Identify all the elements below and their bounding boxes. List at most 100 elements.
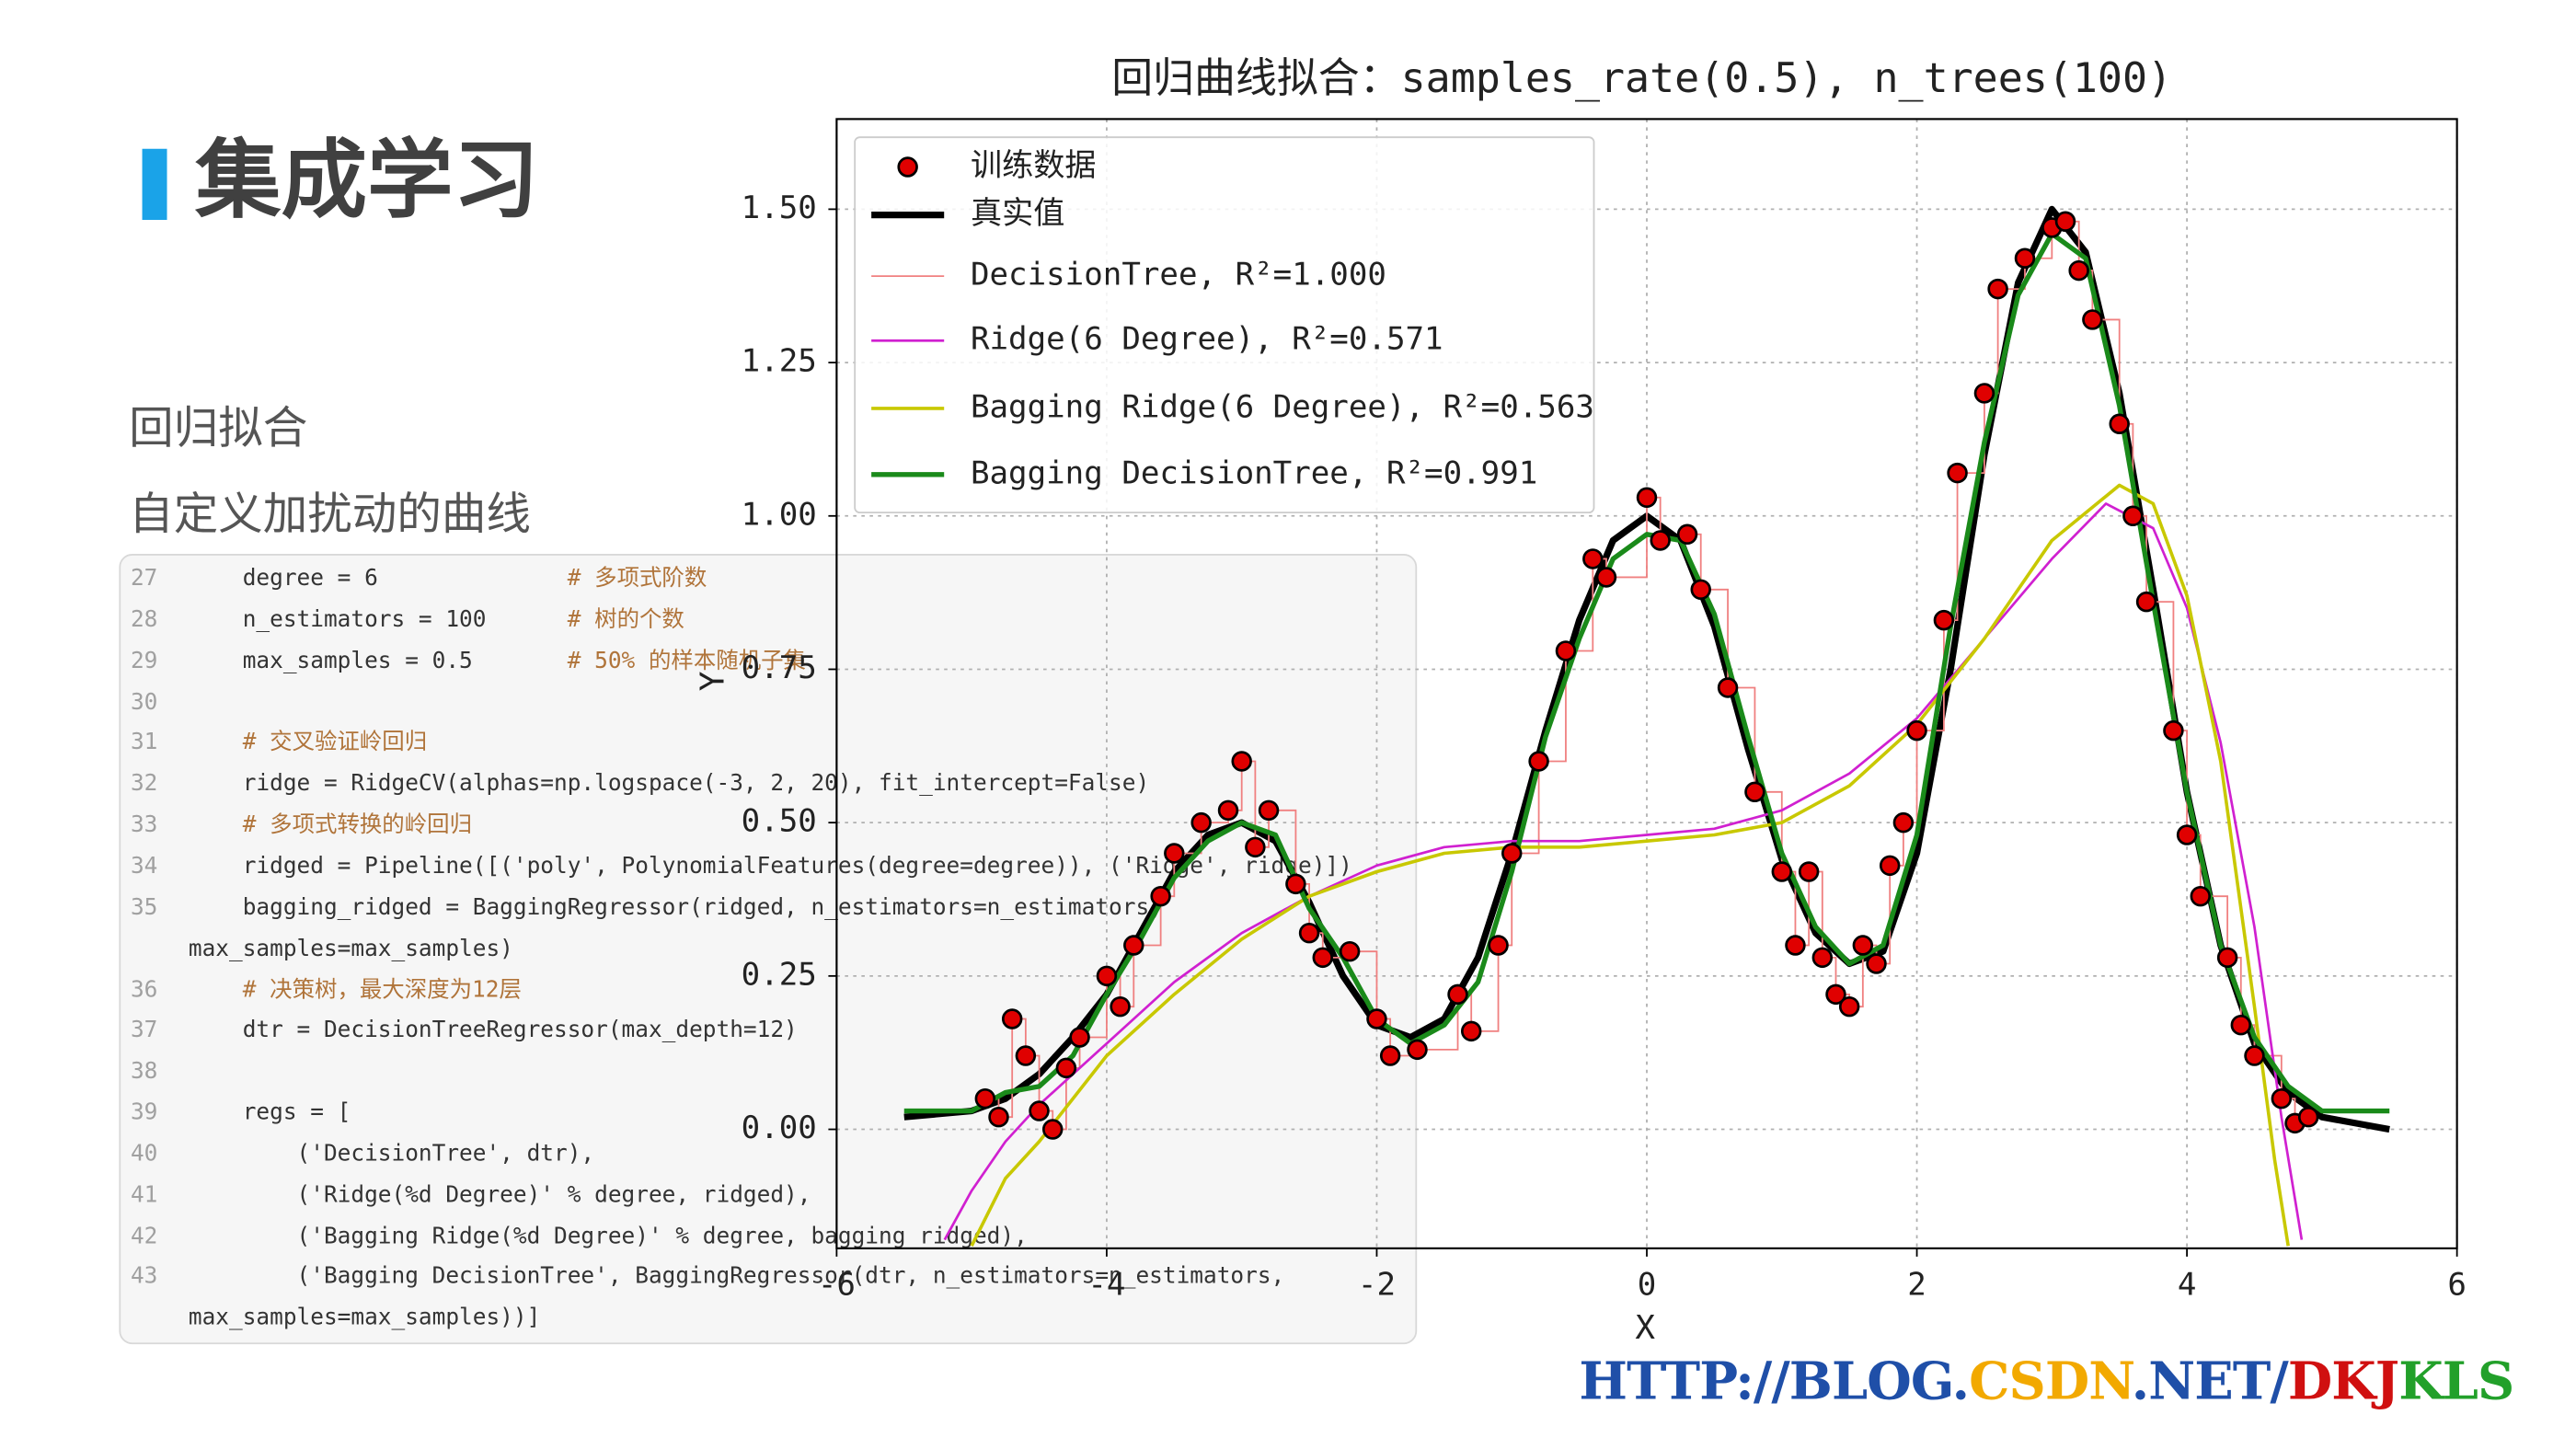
data-point — [1987, 278, 2008, 300]
data-point — [1217, 799, 1239, 822]
data-point — [1528, 751, 1549, 772]
data-point — [1015, 1045, 1037, 1066]
data-point — [1447, 983, 1468, 1006]
line-number: 42 — [130, 1223, 158, 1249]
data-point — [1407, 1039, 1428, 1061]
code-text: # 决策树，最大深度为12层 — [242, 976, 522, 1004]
code-text: ('DecisionTree', dtr), — [188, 1140, 595, 1167]
data-point — [2297, 1106, 2319, 1128]
title-accent — [142, 148, 167, 221]
data-point — [2271, 1087, 2293, 1110]
data-point — [1001, 1008, 1023, 1029]
data-point — [1069, 1027, 1090, 1048]
data-point — [1771, 861, 1793, 882]
y-tick-label: 0.50 — [742, 803, 817, 840]
legend-label: 训练数据 — [971, 147, 1097, 184]
line-number: 43 — [130, 1263, 158, 1291]
data-point — [1838, 995, 1860, 1018]
code-text: dtr = DecisionTreeRegressor(max_depth=12… — [188, 1017, 798, 1044]
watermark-part: KLS — [2398, 1352, 2514, 1412]
line-number: 29 — [130, 647, 158, 674]
data-point — [2190, 885, 2212, 907]
data-point — [1676, 523, 1698, 546]
data-point — [1650, 530, 1671, 551]
data-point — [1852, 935, 1874, 956]
data-point — [1298, 922, 1320, 944]
y-tick-label: 0.25 — [742, 956, 817, 993]
watermark-part: HTTP://BLOG. — [1579, 1352, 1970, 1412]
data-point — [2122, 505, 2144, 527]
y-tick-label: 0.00 — [742, 1110, 817, 1146]
code-text: max_samples=max_samples) — [188, 935, 513, 962]
code-text: ('Bagging Ridge(%d Degree)' % degree, ba… — [188, 1223, 1028, 1249]
data-point — [1366, 1008, 1387, 1029]
x-tick-label: 4 — [2178, 1267, 2197, 1304]
data-point — [1096, 965, 1118, 987]
code-text: ridged = Pipeline([('poly', PolynomialFe… — [188, 853, 1352, 880]
code-text: max_samples=max_samples))] — [188, 1305, 541, 1332]
data-point — [974, 1087, 996, 1110]
watermark-part: .NET/ — [2131, 1352, 2289, 1412]
legend-label: 真实值 — [971, 195, 1064, 232]
y-tick-label: 0.75 — [742, 650, 817, 686]
code-text: n_estimators = 100 # 树的个数 — [188, 606, 684, 634]
data-point — [1501, 843, 1523, 864]
legend-label: Bagging DecisionTree, R²=0.991 — [971, 454, 1537, 491]
data-point — [1906, 719, 1927, 742]
line-number: 36 — [130, 976, 158, 1004]
y-axis-label: Y — [694, 672, 731, 692]
data-point — [1973, 383, 1995, 404]
subtitle: 自定义加扰动的曲线 — [129, 489, 531, 541]
code-text: regs = [ — [188, 1099, 351, 1126]
x-tick-label: -4 — [1087, 1267, 1125, 1304]
watermark-part: DKJ — [2287, 1352, 2399, 1412]
x-axis-label: X — [1635, 1309, 1655, 1347]
data-point — [2244, 1045, 2265, 1066]
watermark: HTTP://BLOG.CSDN.NET/DKJKLS — [1579, 1352, 2514, 1412]
data-point — [1110, 995, 1131, 1018]
data-point — [1785, 935, 1806, 956]
data-point — [2163, 719, 2184, 742]
data-point — [1245, 836, 1266, 858]
data-point — [1285, 873, 1306, 895]
data-point — [988, 1106, 1009, 1128]
data-point — [1744, 781, 1765, 803]
code-text: bagging_ridged = BaggingRegressor(ridged… — [188, 893, 1163, 921]
data-point — [1798, 861, 1820, 882]
data-point — [1825, 983, 1846, 1006]
data-point — [2135, 591, 2157, 613]
line-number: 39 — [130, 1099, 158, 1126]
data-point — [1947, 462, 1968, 484]
y-tick-label: 1.50 — [742, 190, 817, 226]
plot-area — [903, 205, 2390, 1248]
data-point — [1123, 935, 1144, 956]
line-number: 38 — [130, 1058, 158, 1086]
x-tick-label: -6 — [818, 1267, 856, 1304]
data-point — [1379, 1045, 1401, 1066]
data-point — [1811, 947, 1834, 969]
data-point — [2054, 211, 2076, 232]
code-text: ridge = RidgeCV(alphas=np.logspace(-3, 2… — [188, 770, 1150, 798]
data-point — [1892, 811, 1915, 834]
code-text: ('Bagging DecisionTree', BaggingRegresso… — [188, 1263, 1285, 1291]
x-tick-label: 0 — [1638, 1267, 1657, 1304]
legend-label: DecisionTree, R²=1.000 — [971, 257, 1386, 293]
data-point — [1339, 940, 1361, 962]
line-number: 27 — [130, 565, 158, 592]
code-text: degree = 6 # 多项式阶数 — [188, 565, 707, 592]
data-point — [1164, 843, 1185, 864]
data-point — [1555, 640, 1577, 661]
line-number: 35 — [130, 893, 158, 921]
line-series — [970, 483, 2290, 1248]
data-point — [1055, 1057, 1077, 1079]
line-number: 31 — [130, 730, 158, 757]
x-tick-label: -2 — [1358, 1267, 1396, 1304]
code-text: # 交叉验证岭回归 — [242, 730, 428, 757]
data-point — [1460, 1020, 1482, 1042]
data-point — [1866, 953, 1887, 974]
data-point — [1933, 609, 1955, 631]
watermark-part: CSDN — [1969, 1352, 2133, 1412]
data-point — [1258, 799, 1280, 822]
